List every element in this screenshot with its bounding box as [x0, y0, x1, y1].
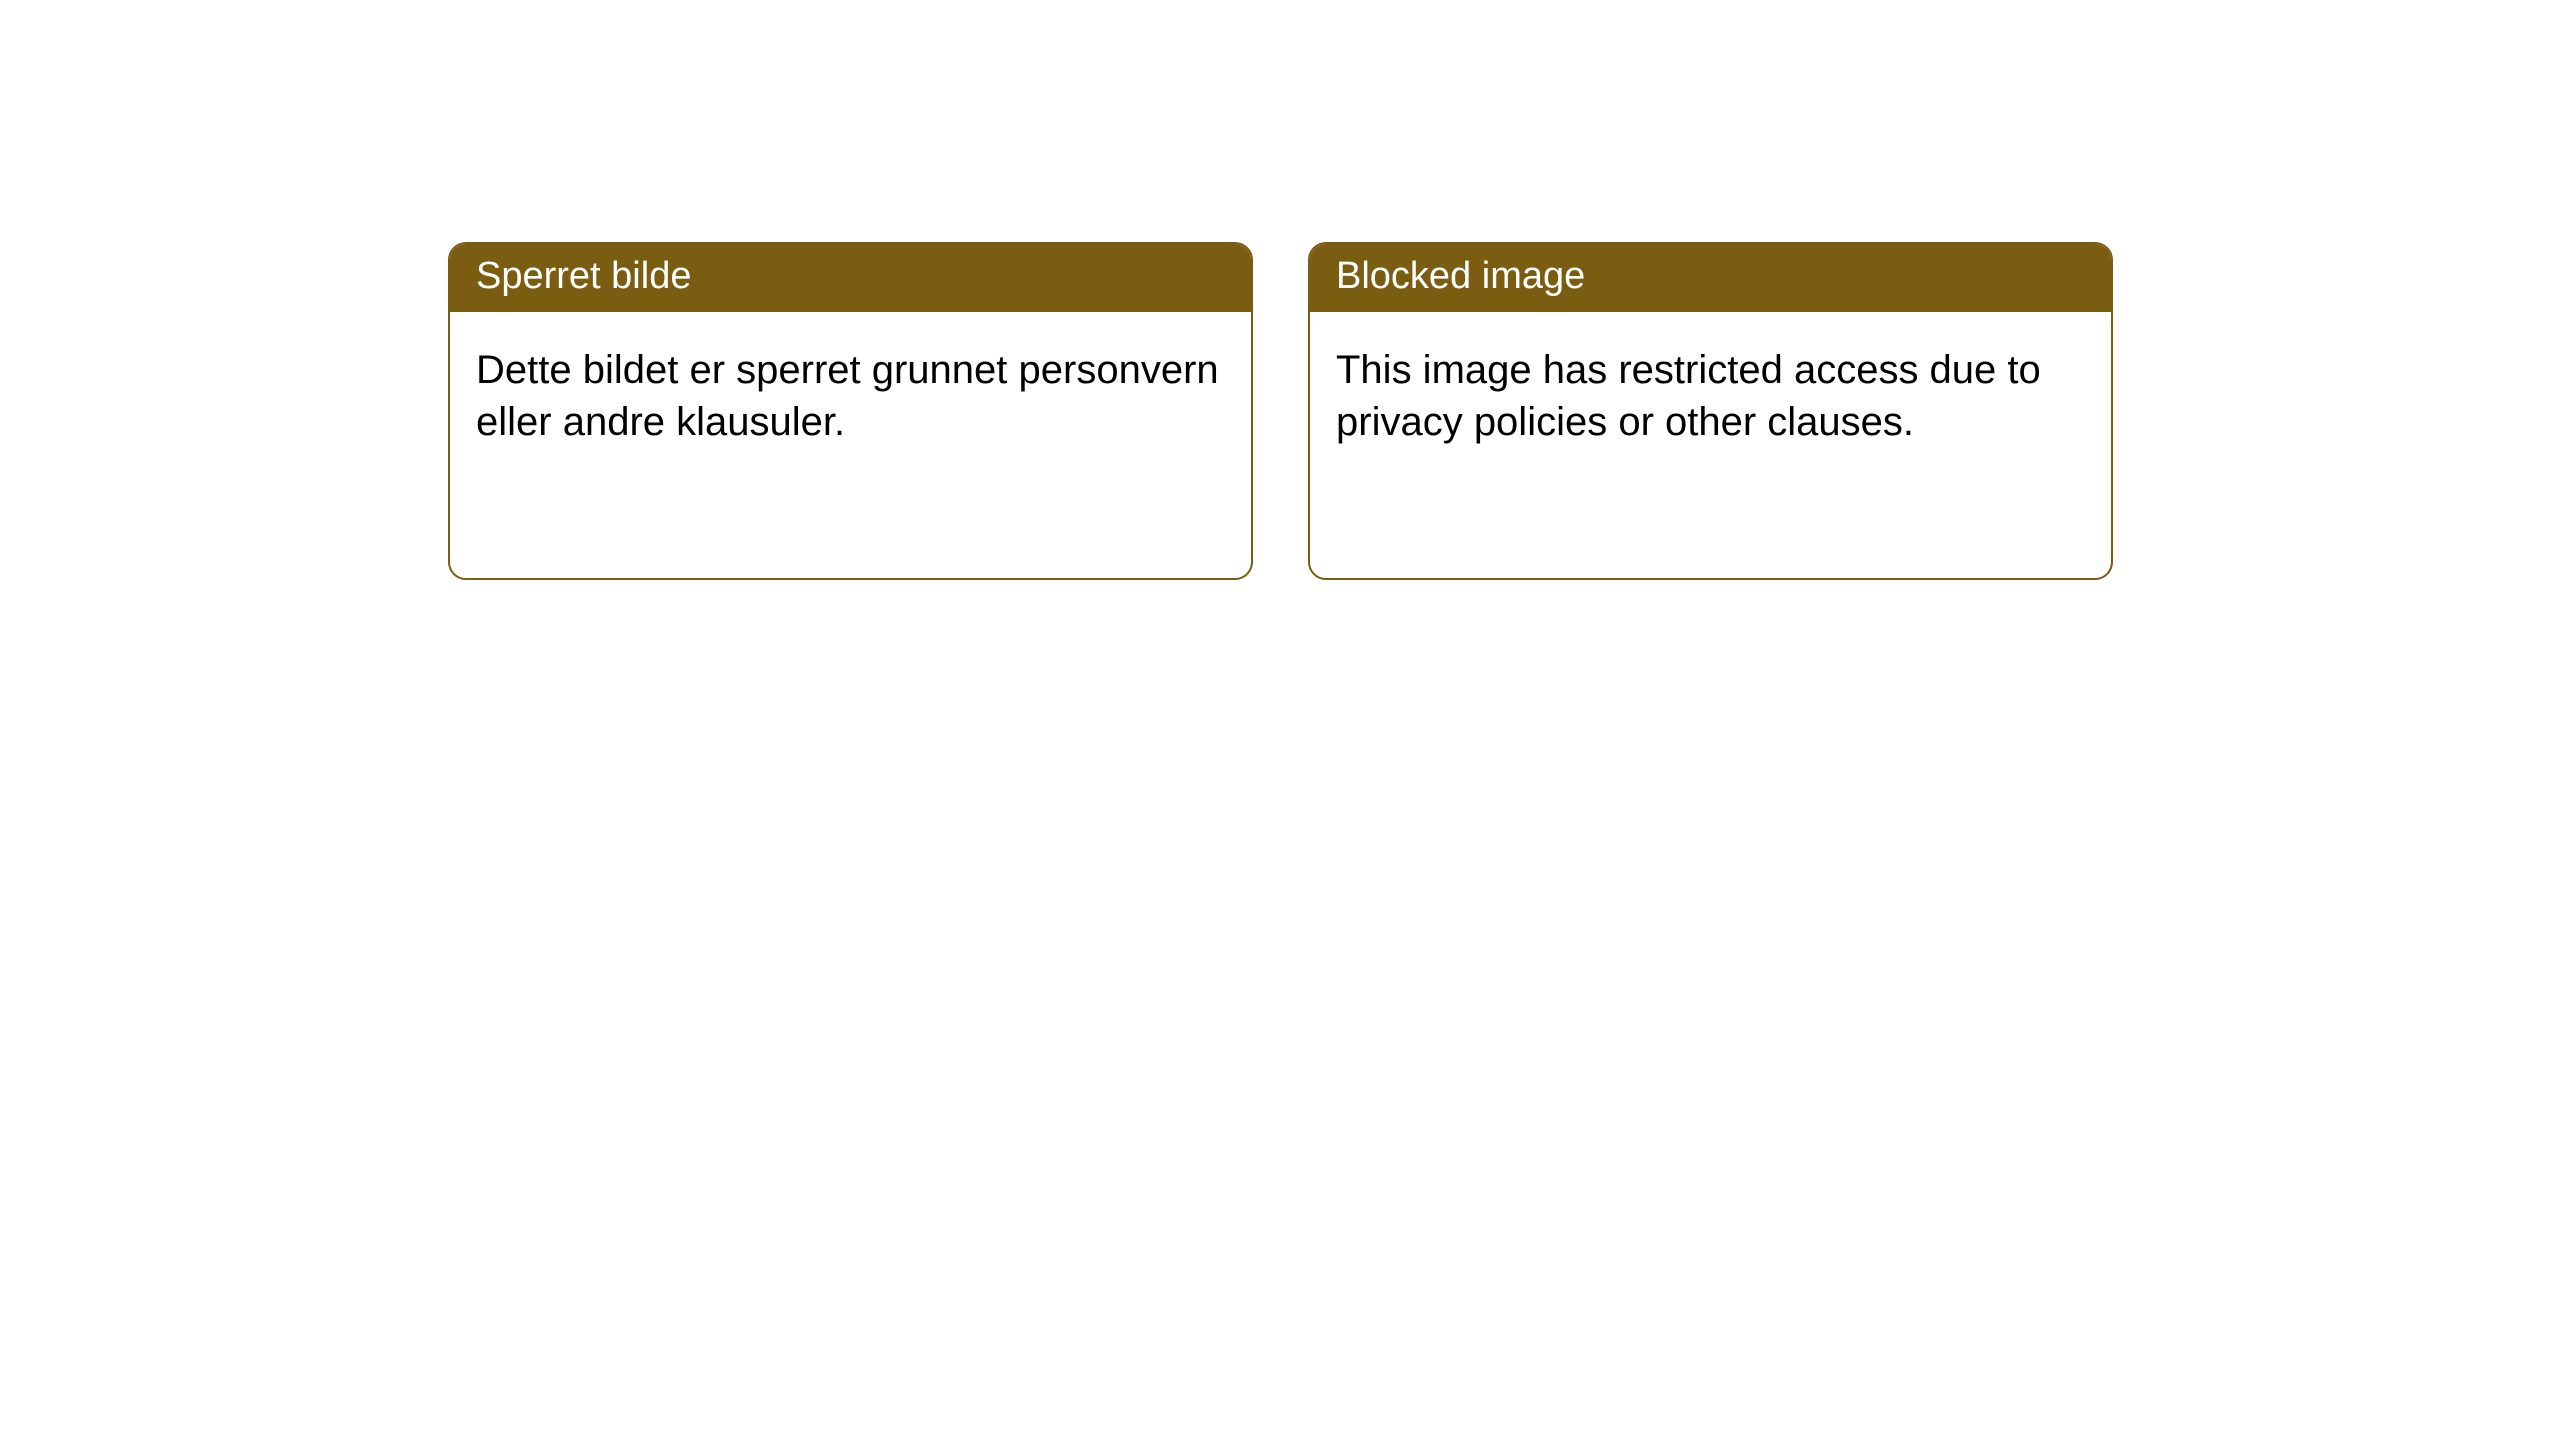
notice-box-english: Blocked image This image has restricted …: [1308, 242, 2113, 580]
notice-body: This image has restricted access due to …: [1310, 312, 2111, 482]
notice-header: Blocked image: [1310, 244, 2111, 312]
notice-container: Sperret bilde Dette bildet er sperret gr…: [448, 242, 2113, 580]
notice-body: Dette bildet er sperret grunnet personve…: [450, 312, 1251, 482]
notice-header: Sperret bilde: [450, 244, 1251, 312]
notice-box-norwegian: Sperret bilde Dette bildet er sperret gr…: [448, 242, 1253, 580]
